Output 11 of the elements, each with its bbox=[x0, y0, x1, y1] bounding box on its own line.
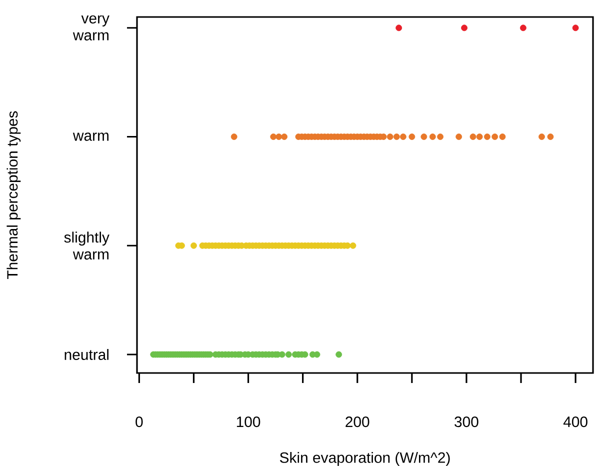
y-tick-label: slightly warm bbox=[64, 232, 110, 260]
y-tick-label: warm bbox=[72, 132, 108, 141]
x-tick-label: 200 bbox=[346, 416, 370, 428]
x-axis-title: Skin evaporation (W/m^2) bbox=[280, 452, 450, 466]
y-tick-label: neutral bbox=[64, 349, 108, 360]
x-tick-label: 0 bbox=[136, 416, 143, 428]
y-tick-label: very warm bbox=[72, 15, 110, 40]
x-tick-label: 300 bbox=[454, 416, 478, 428]
x-tick-label: 400 bbox=[563, 416, 588, 428]
x-tick-label: 100 bbox=[236, 416, 260, 428]
y-axis-title: Thermal perception types bbox=[6, 111, 21, 279]
